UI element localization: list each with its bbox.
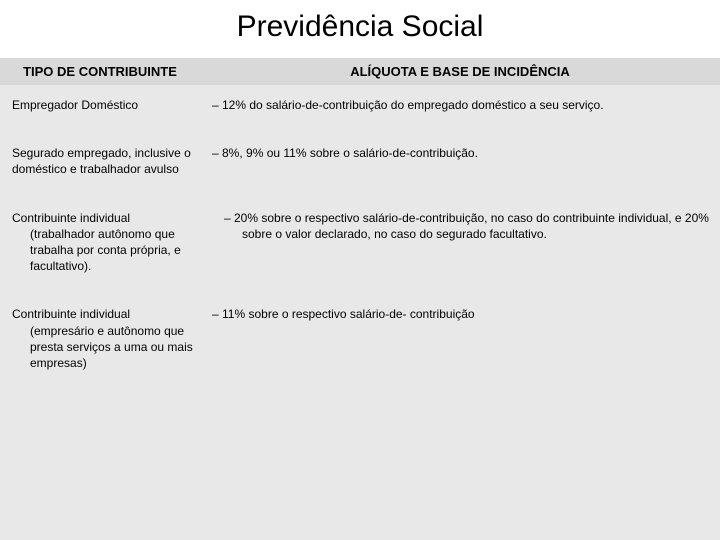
slide-title: Previdência Social [0, 0, 720, 58]
cell-text: Contribuinte individual (empresário e au… [6, 306, 194, 371]
header-tipo: TIPO DE CONTRIBUINTE [0, 58, 200, 85]
cell-tipo: Segurado empregado, inclusive o doméstic… [0, 133, 200, 197]
header-aliquota: ALÍQUOTA E BASE DE INCIDÊNCIA [200, 58, 720, 85]
cell-tipo: Contribuinte individual (trabalhador aut… [0, 198, 200, 295]
cell-aliquota: – 20% sobre o respectivo salário-de-cont… [200, 198, 720, 295]
cell-text: – 8%, 9% ou 11% sobre o salário-de-contr… [206, 145, 714, 161]
cell-tipo: Empregador Doméstico [0, 85, 200, 133]
cell-text: Segurado empregado, inclusive o doméstic… [6, 145, 194, 177]
contribution-table: TIPO DE CONTRIBUINTE ALÍQUOTA E BASE DE … [0, 58, 720, 391]
cell-text: – 12% do salário-de-contribuição do empr… [206, 97, 714, 113]
table-row: Segurado empregado, inclusive o doméstic… [0, 133, 720, 197]
table-row: Empregador Doméstico – 12% do salário-de… [0, 85, 720, 133]
cell-aliquota: – 8%, 9% ou 11% sobre o salário-de-contr… [200, 133, 720, 197]
cell-aliquota: – 11% sobre o respectivo salário-de- con… [200, 294, 720, 391]
cell-text: Contribuinte individual (trabalhador aut… [6, 210, 194, 275]
cell-text: Empregador Doméstico [6, 97, 194, 113]
cell-aliquota: – 12% do salário-de-contribuição do empr… [200, 85, 720, 133]
slide-container: Previdência Social TIPO DE CONTRIBUINTE … [0, 0, 720, 540]
table-row: Contribuinte individual (empresário e au… [0, 294, 720, 391]
cell-tipo: Contribuinte individual (empresário e au… [0, 294, 200, 391]
table-header-row: TIPO DE CONTRIBUINTE ALÍQUOTA E BASE DE … [0, 58, 720, 85]
cell-text: – 11% sobre o respectivo salário-de- con… [206, 306, 714, 322]
table-row: Contribuinte individual (trabalhador aut… [0, 198, 720, 295]
cell-text: – 20% sobre o respectivo salário-de-cont… [206, 210, 714, 242]
